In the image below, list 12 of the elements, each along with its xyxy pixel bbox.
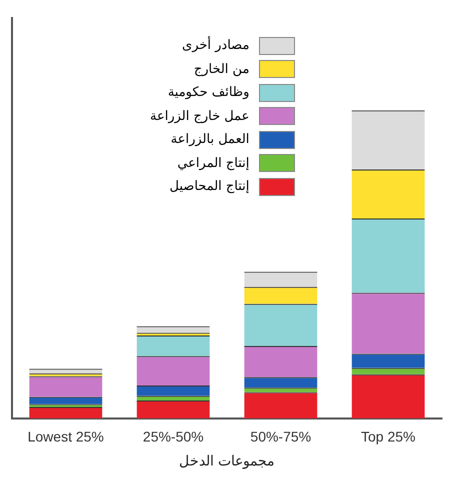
x-tick-label: Top 25%: [361, 428, 416, 445]
legend-label: عمل خارج الزراعة: [150, 108, 250, 124]
legend-label: من الخارج: [194, 62, 250, 77]
x-axis-title: مجموعات الدخل: [179, 452, 275, 470]
legend-label: وظائف حكومية: [168, 85, 250, 100]
legend-label: إنتاج المحاصيل: [170, 179, 250, 194]
x-tick-label: 50%-75%: [250, 428, 312, 445]
legend-label: مصادر أخرى: [182, 38, 250, 54]
x-tick-label: Lowest 25%: [28, 428, 104, 445]
x-tick-label: 25%-50%: [142, 428, 204, 445]
legend-label: إنتاج المراعي: [177, 156, 250, 171]
legend-label: العمل بالزراعة: [170, 132, 250, 148]
